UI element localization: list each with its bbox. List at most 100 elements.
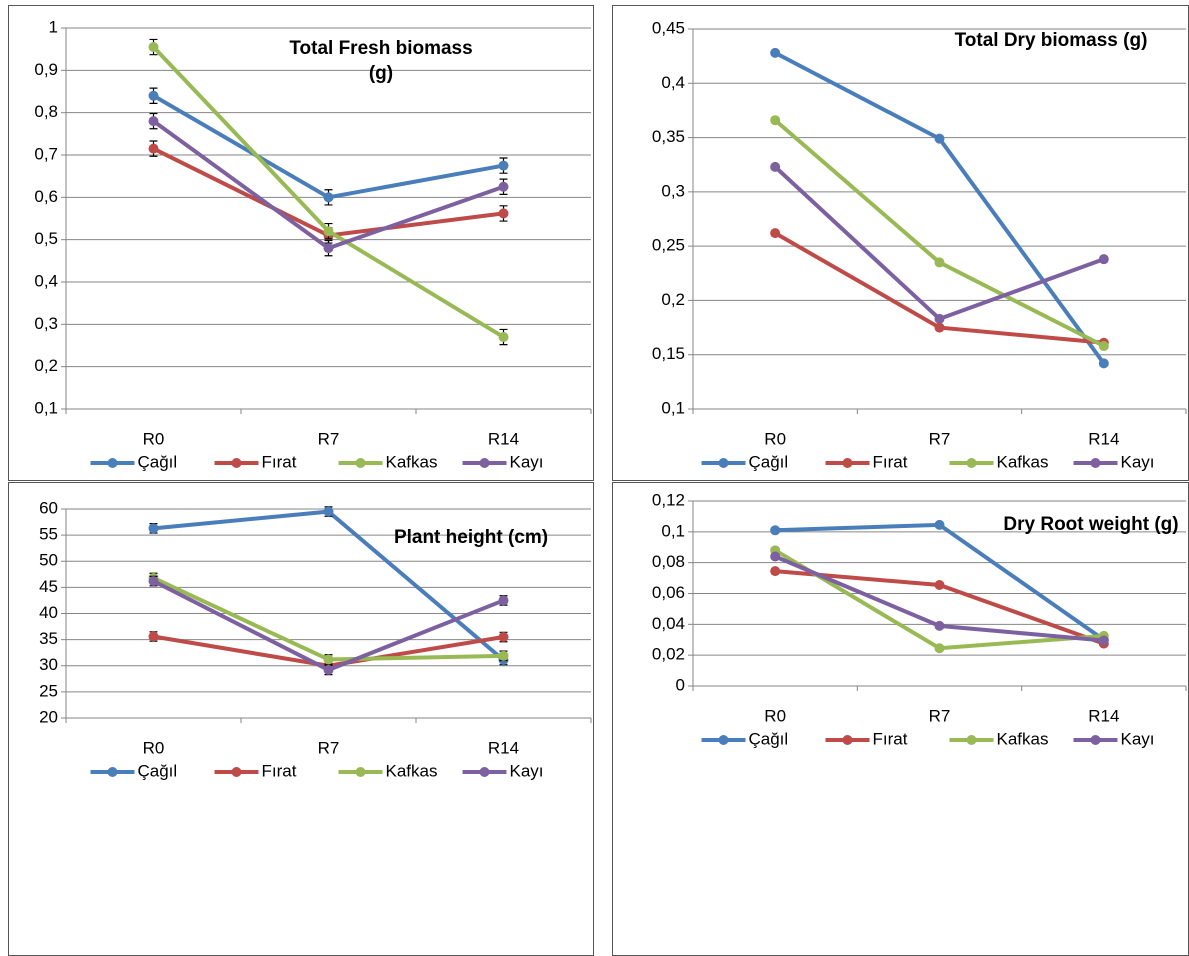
legend-marker	[718, 458, 729, 468]
legend-marker	[107, 458, 118, 468]
y-tick-label: 0,06	[652, 583, 685, 602]
x-tick-label: R14	[1088, 706, 1119, 725]
y-tick-label: 0,15	[652, 344, 685, 363]
x-tick-label: R0	[143, 738, 165, 757]
legend-label: Çağıl	[138, 761, 178, 780]
y-tick-label: 0,04	[652, 614, 685, 633]
legend-marker	[107, 767, 118, 777]
series-marker	[1098, 254, 1109, 265]
series-marker	[148, 116, 159, 127]
y-tick-label: 0,45	[652, 18, 685, 37]
y-tick-label: 0,5	[34, 229, 58, 248]
series-marker	[148, 523, 159, 534]
x-tick-label: R0	[764, 429, 786, 448]
x-tick-label: R0	[764, 706, 786, 725]
x-tick-label: R14	[488, 738, 519, 757]
x-tick-label: R7	[929, 706, 951, 725]
series-marker	[770, 47, 781, 58]
x-tick-label: R7	[318, 429, 340, 448]
legend-marker	[842, 458, 853, 468]
legend-marker	[718, 735, 729, 745]
legend-label: Kayı	[510, 452, 544, 471]
y-tick-label: 0,1	[34, 398, 58, 417]
chart: 0,1 0,2 0,3 0,4 0,5 0,6 0,7 0,8 0,9 1 R0 R7 R14 Çağıl…	[34, 17, 592, 471]
legend-marker	[355, 458, 366, 468]
series-marker	[934, 257, 945, 268]
chart-title: Total Dry biomass (g)	[954, 30, 1148, 51]
series-marker	[1098, 341, 1109, 352]
chart-title: Plant height (cm)	[393, 527, 549, 548]
y-tick-label: 0,08	[652, 552, 685, 571]
series-marker	[498, 595, 509, 606]
y-tick-label: 0,8	[34, 102, 58, 121]
y-tick-label: 0,2	[34, 356, 58, 375]
y-tick-label: 30	[39, 655, 58, 674]
legend-marker	[1090, 458, 1101, 468]
series-marker	[934, 133, 945, 144]
legend-label: Fırat	[262, 452, 297, 471]
series-marker	[770, 115, 781, 126]
y-tick-label: 0,35	[652, 127, 685, 146]
series-marker	[934, 519, 945, 530]
series-marker	[498, 632, 509, 643]
legend-marker	[355, 767, 366, 777]
series-marker	[770, 525, 781, 536]
y-tick-label: 0,9	[34, 60, 58, 79]
series-marker	[934, 643, 945, 654]
y-tick-label: 35	[39, 629, 58, 648]
series-marker	[934, 313, 945, 324]
chart-panel: 0,1 0,2 0,3 0,4 0,5 0,6 0,7 0,8 0,9 1 R0 R7 R14 Çağıl…	[8, 5, 594, 481]
y-tick-label: 25	[39, 681, 58, 700]
y-tick-label: 1	[49, 17, 58, 36]
y-tick-label: 0,7	[34, 144, 58, 163]
chart-panel: 0 0,02 0,04 0,06 0,08 0,1 0,12 R0 R7 R14 Çağıl Fıra…	[612, 482, 1189, 956]
y-tick-label: 0,6	[34, 187, 58, 206]
legend-label: Kayı	[510, 761, 544, 780]
y-tick-label: 0,3	[661, 181, 685, 200]
y-tick-label: 0,02	[652, 645, 685, 664]
legend-label: Çağıl	[749, 729, 789, 748]
series-marker	[323, 192, 334, 203]
y-tick-label: 0,1	[661, 398, 685, 417]
legend-label: Çağıl	[138, 452, 178, 471]
legend-label: Fırat	[873, 452, 908, 471]
series-marker	[498, 208, 509, 219]
y-tick-label: 20	[39, 707, 58, 726]
series-line	[774, 548, 1104, 651]
legend-label: Kafkas	[386, 452, 438, 471]
legend-label: Çağıl	[749, 452, 789, 471]
y-tick-label: 50	[39, 551, 58, 570]
series-marker	[148, 143, 159, 154]
series-line	[773, 118, 1105, 348]
y-tick-label: 55	[39, 525, 58, 544]
y-tick-label: 0,2	[661, 290, 685, 309]
series-marker	[498, 332, 509, 343]
chart-panel: 0,1 0,15 0,2 0,25 0,3 0,35 0,4 0,45 R0 R7 R14 Çağıl…	[612, 5, 1189, 481]
y-tick-label: 0,1	[661, 521, 685, 540]
legend-marker	[231, 458, 242, 468]
x-tick-label: R14	[488, 429, 519, 448]
series-marker	[1098, 635, 1109, 646]
y-tick-label: 0,4	[661, 73, 685, 92]
chart: 0 0,02 0,04 0,06 0,08 0,1 0,12 R0 R7 R14 Çağıl Fıra…	[652, 490, 1187, 748]
legend-label: Kayı	[1121, 452, 1155, 471]
series-marker	[934, 322, 945, 333]
legend-marker	[966, 458, 977, 468]
series-marker	[770, 161, 781, 172]
legend-label: Fırat	[873, 729, 908, 748]
legend-label: Fırat	[262, 761, 297, 780]
y-tick-label: 45	[39, 577, 58, 596]
chart-title: Dry Root weight (g)	[1003, 514, 1179, 535]
y-tick-label: 0,25	[652, 236, 685, 255]
series-marker	[323, 664, 334, 675]
series-marker	[323, 243, 334, 254]
series-marker	[1098, 358, 1109, 369]
y-tick-label: 0	[676, 675, 685, 694]
chart-panel: 20 25 30 35 40 45 50 55 60 R0 R7 R14 Çağıl Fırat Kafka…	[8, 482, 594, 956]
x-tick-label: R7	[318, 738, 340, 757]
series-marker	[323, 226, 334, 237]
chart: 20 25 30 35 40 45 50 55 60 R0 R7 R14 Çağıl Fırat Kafka…	[39, 498, 592, 780]
chart-title: Total Fresh biomass (g)	[289, 38, 473, 84]
legend-label: Kayı	[1121, 729, 1155, 748]
